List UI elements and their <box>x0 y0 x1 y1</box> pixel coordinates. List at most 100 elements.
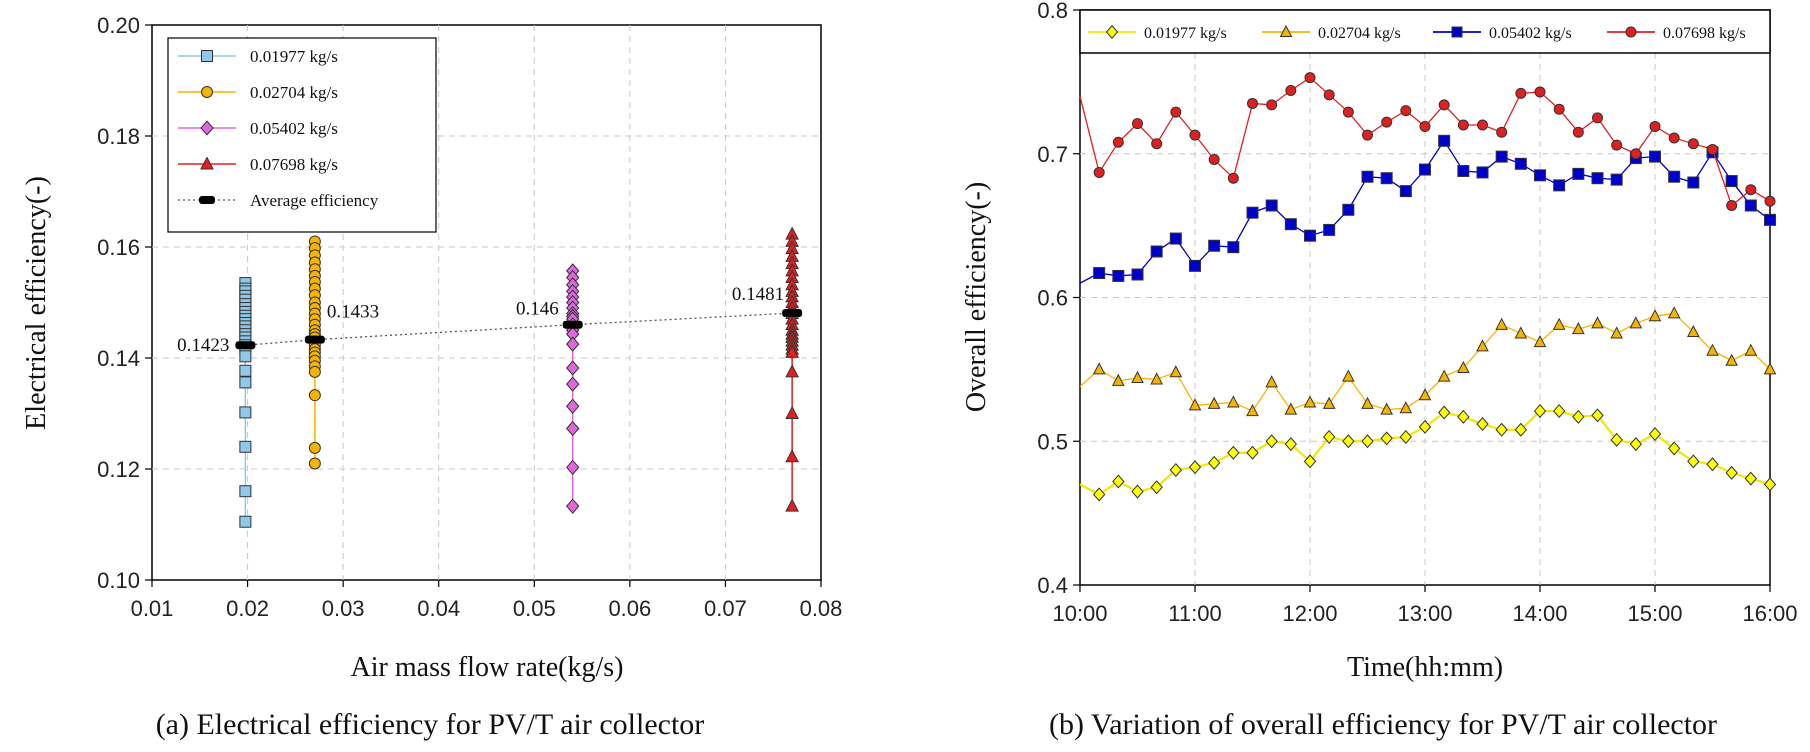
data-point <box>1208 154 1220 165</box>
data-point <box>1418 388 1432 401</box>
data-point <box>1169 462 1182 478</box>
y-tick-label: 0.6 <box>1037 286 1068 311</box>
data-point <box>1189 129 1201 141</box>
data-point <box>1208 455 1221 470</box>
data-point <box>1495 317 1508 330</box>
legend-marker <box>199 196 215 204</box>
legend-label: 0.02704 kg/s <box>250 83 338 102</box>
data-point <box>1112 474 1125 489</box>
data-point <box>1553 103 1565 115</box>
data-point <box>1093 267 1106 280</box>
data-point <box>1093 166 1105 178</box>
data-point <box>308 389 321 402</box>
legend-label: 0.05402 kg/s <box>1489 25 1572 42</box>
data-point <box>1342 106 1354 118</box>
data-point <box>1131 268 1144 281</box>
data-point <box>1208 239 1221 252</box>
data-point <box>239 350 252 363</box>
data-point <box>1342 203 1355 216</box>
data-point <box>1304 72 1316 84</box>
data-point <box>1591 316 1604 329</box>
y-tick-label: 0.8 <box>1037 0 1068 23</box>
data-point <box>1572 126 1584 138</box>
data-point <box>1457 119 1469 131</box>
data-point <box>1380 172 1393 185</box>
data-point <box>1381 116 1393 128</box>
data-point <box>1745 184 1757 196</box>
data-point <box>1630 148 1642 160</box>
data-point <box>565 459 580 475</box>
data-point <box>1764 213 1776 226</box>
data-point <box>1419 120 1431 132</box>
legend-marker <box>1279 24 1293 37</box>
y-tick-label: 0.7 <box>1037 142 1068 167</box>
x-tick-label: 0.02 <box>226 596 269 621</box>
data-point <box>1591 172 1604 185</box>
data-point <box>1438 405 1451 420</box>
data-point <box>1303 454 1317 469</box>
data-point <box>1744 471 1757 486</box>
chart-b-legend: 0.01977 kg/s 0.02704 kg/s 0.05402 kg/s 0.07… <box>1079 9 1771 54</box>
data-point <box>1207 396 1221 409</box>
data-point <box>1764 195 1776 207</box>
data-point <box>1495 150 1508 163</box>
x-tick-label: 0.01 <box>131 596 174 621</box>
data-point <box>565 360 580 376</box>
data-point <box>565 398 580 414</box>
data-point <box>1112 136 1124 148</box>
data-point <box>1419 163 1431 176</box>
data-point <box>1649 150 1661 163</box>
legend-marker <box>1451 26 1463 38</box>
data-point <box>308 365 321 378</box>
data-point <box>1437 369 1451 382</box>
chart-a-x-label: Air mass flow rate(kg/s) <box>351 652 624 683</box>
data-point <box>1649 120 1661 132</box>
data-point <box>1112 269 1125 282</box>
data-point <box>1285 85 1297 96</box>
data-point <box>1610 432 1623 447</box>
data-point <box>565 420 580 437</box>
data-point <box>1668 170 1681 183</box>
data-point <box>1477 119 1488 131</box>
y-tick-label: 0.18 <box>97 124 140 149</box>
chart-b: 10:00 11:00 12:00 13:00 14:00 15:00 16:00 0.40… <box>961 0 1798 741</box>
chart-b-caption: (b) Variation of overall efficiency for … <box>1049 708 1717 741</box>
data-point <box>1572 167 1585 180</box>
legend-label: 0.05402 kg/s <box>250 119 338 138</box>
average-mark <box>235 341 256 350</box>
data-point <box>1227 395 1240 408</box>
data-point <box>1188 398 1202 411</box>
data-point <box>1284 218 1297 231</box>
data-point <box>1534 169 1546 182</box>
data-point <box>1515 87 1527 99</box>
data-point <box>1572 322 1585 335</box>
data-point <box>1418 419 1432 434</box>
data-point <box>239 364 252 377</box>
data-point <box>1572 409 1585 424</box>
legend-marker <box>201 86 213 98</box>
data-point <box>1227 445 1240 460</box>
data-point <box>1514 326 1528 339</box>
chart-b-x-label: Time(hh:mm) <box>1347 652 1503 683</box>
legend-label: 0.02704 kg/s <box>1318 25 1401 42</box>
average-mark <box>562 320 583 329</box>
data-point <box>1247 97 1258 109</box>
legend-marker <box>200 120 214 136</box>
data-point <box>1380 402 1393 415</box>
data-point <box>1438 99 1450 111</box>
data-point <box>1150 245 1163 258</box>
chart-b-y-label: Overall efficiency(-) <box>961 182 992 412</box>
data-point <box>308 441 321 454</box>
data-point <box>1744 343 1758 356</box>
y-tick-label: 0.14 <box>97 346 140 371</box>
y-tick-label: 0.4 <box>1037 573 1068 598</box>
y-tick-label: 0.20 <box>97 13 140 38</box>
legend-label: 0.01977 kg/s <box>1144 25 1227 42</box>
average-mark <box>782 309 803 318</box>
data-point <box>1361 170 1374 183</box>
data-point <box>785 344 800 358</box>
data-point <box>1610 326 1623 339</box>
data-point <box>1496 126 1508 138</box>
data-point <box>785 449 800 463</box>
data-point <box>1266 99 1278 111</box>
